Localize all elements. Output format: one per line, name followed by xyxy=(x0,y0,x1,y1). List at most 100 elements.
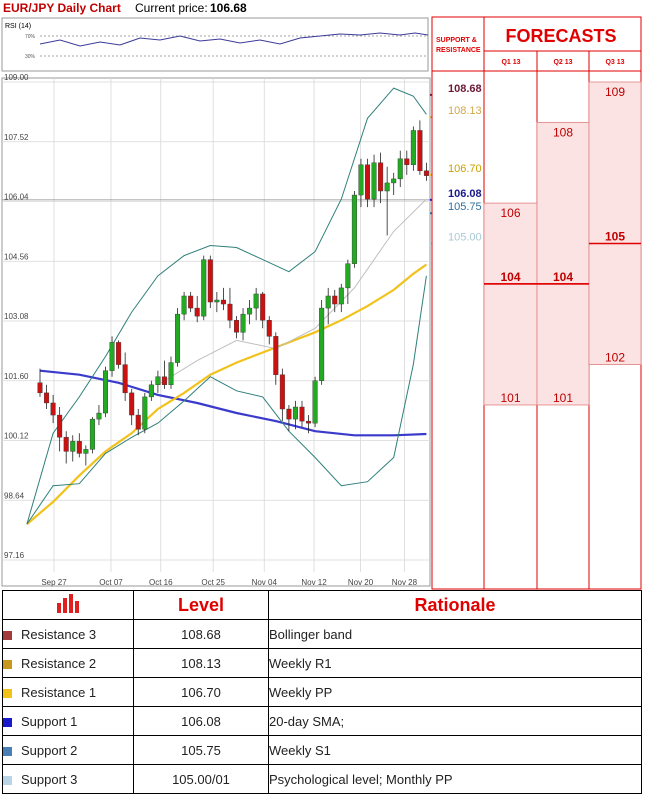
candle-body xyxy=(44,392,50,404)
sr-value: 108.68 xyxy=(448,83,482,95)
candle-body xyxy=(233,319,239,333)
forecast-mid: 104 xyxy=(500,270,520,284)
candle-body xyxy=(227,303,233,321)
forecast-low: 101 xyxy=(553,391,573,405)
candle-body xyxy=(325,295,331,309)
candle-body xyxy=(273,336,279,375)
candle-body xyxy=(50,402,56,416)
y-tick-label: 104.56 xyxy=(4,252,29,261)
candle-body xyxy=(319,307,325,381)
level-value: 108.68 xyxy=(133,619,269,649)
levels-table: Level Rationale Resistance 3 108.68 Bollin… xyxy=(2,590,642,794)
candle-body xyxy=(423,170,429,176)
candle-body xyxy=(253,293,259,309)
rsi-30-label: 30% xyxy=(25,54,36,60)
level-swatch xyxy=(3,746,12,756)
level-swatch xyxy=(3,659,12,669)
sr-value: 105.75 xyxy=(448,201,482,213)
level-row: Resistance 2 108.13 Weekly R1 xyxy=(2,648,642,678)
candle-body xyxy=(214,299,220,303)
candle-body xyxy=(410,130,416,165)
y-tick-label: 98.64 xyxy=(4,491,25,500)
level-name-text: Resistance 2 xyxy=(21,655,97,671)
sr-value: 106.08 xyxy=(448,188,482,200)
rsi-panel: RSI (14) 70% 30% xyxy=(1,17,429,72)
candle-body xyxy=(365,164,371,200)
level-value: 106.08 xyxy=(133,706,269,736)
candles xyxy=(37,120,429,466)
candle-body xyxy=(266,319,272,337)
forecast-title: FORECASTS xyxy=(505,26,616,46)
level-header: Level xyxy=(133,590,269,620)
candle-body xyxy=(89,418,95,450)
chart-title: EUR/JPY Daily Chart xyxy=(3,1,121,15)
level-value: 105.00/01 xyxy=(133,764,269,794)
rsi-line xyxy=(39,32,429,47)
sr-header-1: SUPPORT & xyxy=(436,37,477,44)
indicator-line xyxy=(157,198,427,386)
candle-body xyxy=(76,441,82,454)
candle-body xyxy=(391,178,397,184)
candle-body xyxy=(194,307,200,317)
price-panel-frame xyxy=(1,77,431,587)
forecast-range xyxy=(536,121,590,406)
y-tick-label: 106.04 xyxy=(4,193,29,202)
candle-body xyxy=(129,392,135,416)
level-name-text: Resistance 1 xyxy=(21,684,97,700)
sr-header-2: RESISTANCE xyxy=(436,47,481,54)
indicator-line xyxy=(26,87,427,525)
level-name-text: Resistance 3 xyxy=(21,626,97,642)
level-rationale: 20-day SMA; xyxy=(268,706,642,736)
candle-body xyxy=(188,295,194,309)
level-row: Support 2 105.75 Weekly S1 xyxy=(2,735,642,765)
candle-body xyxy=(109,342,115,371)
candle-body xyxy=(135,414,141,430)
level-swatch xyxy=(3,717,12,727)
level-value: 106.70 xyxy=(133,677,269,707)
candle-body xyxy=(168,362,174,385)
y-tick-label: 100.12 xyxy=(4,432,29,441)
level-rationale: Bollinger band xyxy=(268,619,642,649)
level-row: Support 3 105.00/01 Psychological level; M… xyxy=(2,764,642,794)
candle-body xyxy=(220,299,226,305)
price-value: 106.68 xyxy=(210,1,247,15)
level-name: Support 3 xyxy=(2,764,134,794)
level-name: Support 1 xyxy=(2,706,134,736)
candle-body xyxy=(116,342,122,365)
candle-body xyxy=(299,406,305,422)
rsi-frame xyxy=(1,17,429,72)
candle-body xyxy=(161,376,167,385)
level-value: 105.75 xyxy=(133,735,269,765)
level-value: 108.13 xyxy=(133,648,269,678)
level-name-text: Support 1 xyxy=(21,713,78,729)
forecast-range xyxy=(483,202,538,406)
candle-body xyxy=(312,380,318,424)
candle-body xyxy=(378,162,384,192)
candle-body xyxy=(142,396,148,430)
level-rationale: Weekly PP xyxy=(268,677,642,707)
price-label: Current price: xyxy=(135,1,208,15)
date-axis: Sep 27 Oct 07 Oct 16 Oct 25 Nov 04 Nov 12 Nov … xyxy=(41,578,462,587)
candle-body xyxy=(306,420,312,424)
x-tick-label: Sep 27 xyxy=(41,578,67,587)
y-tick-label: 101.60 xyxy=(4,372,29,381)
candle-body xyxy=(155,376,161,385)
x-tick-label: Nov 20 xyxy=(348,578,374,587)
forecast-low: 102 xyxy=(605,351,625,365)
candle-body xyxy=(240,313,246,333)
candle-body xyxy=(102,370,108,414)
forecast-low: 101 xyxy=(500,391,520,405)
forecast-range xyxy=(588,81,642,366)
candle-body xyxy=(351,194,357,264)
forecast-high: 106 xyxy=(500,206,520,220)
level-row: Resistance 1 106.70 Weekly PP xyxy=(2,677,642,707)
forecast-mid: 105 xyxy=(605,229,625,243)
rsi-label: RSI (14) xyxy=(5,23,31,30)
candle-body xyxy=(260,293,266,321)
candle-body xyxy=(247,307,253,315)
candle-body xyxy=(397,158,403,180)
forecast-high: 109 xyxy=(605,85,625,99)
forecast-high: 108 xyxy=(553,125,573,139)
level-swatch xyxy=(3,630,12,640)
